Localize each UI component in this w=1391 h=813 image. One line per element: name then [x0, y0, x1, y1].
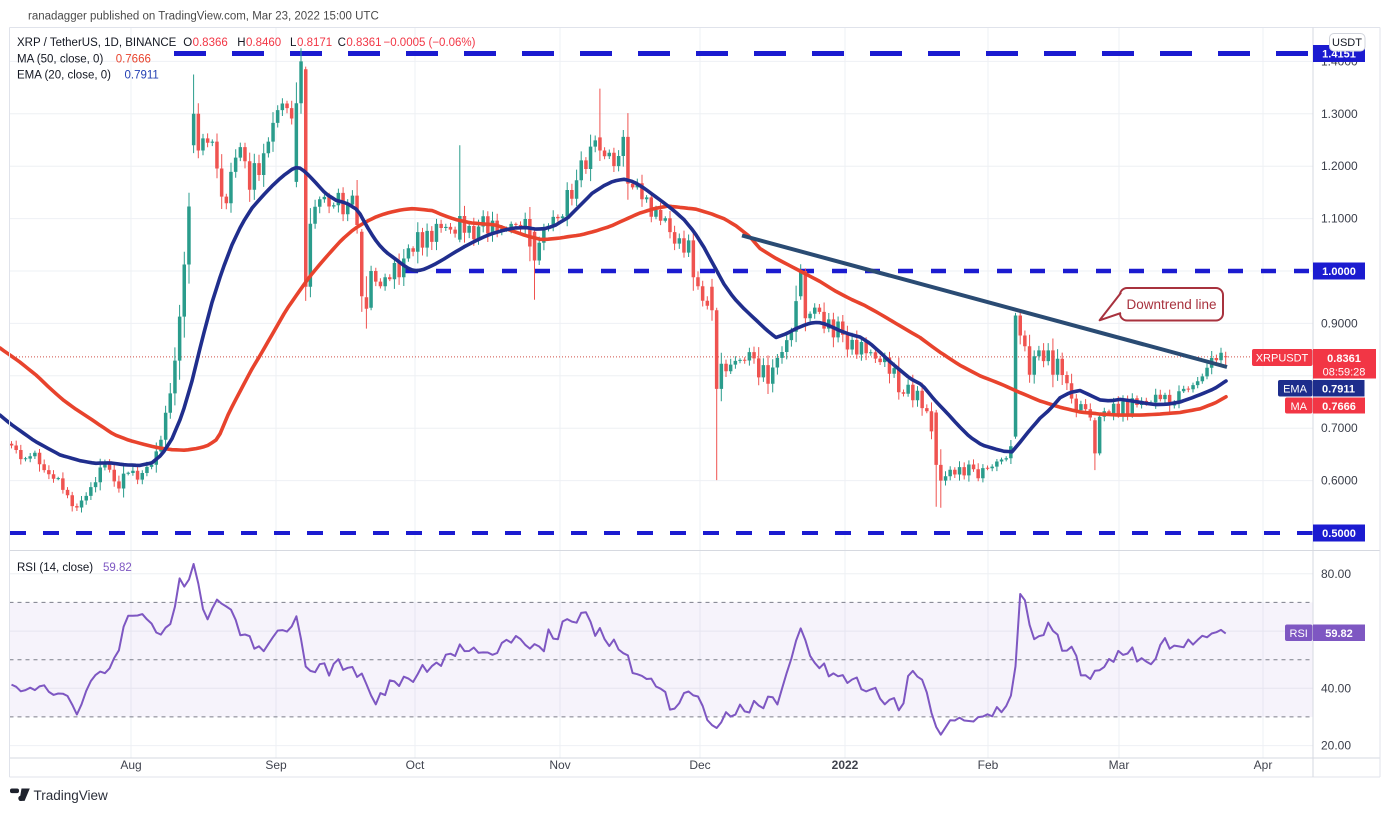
svg-text:20.00: 20.00	[1321, 739, 1351, 753]
svg-text:0.5000: 0.5000	[1322, 528, 1356, 540]
svg-text:XRPUSDT: XRPUSDT	[1256, 353, 1309, 365]
svg-text:40.00: 40.00	[1321, 681, 1351, 695]
svg-text:1.3000: 1.3000	[1321, 107, 1358, 121]
svg-text:0.6000: 0.6000	[1321, 474, 1358, 488]
svg-text:0.8460: 0.8460	[246, 37, 281, 49]
svg-text:Dec: Dec	[689, 758, 710, 772]
svg-text:1.2000: 1.2000	[1321, 159, 1358, 173]
svg-text:0.7000: 0.7000	[1321, 421, 1358, 435]
svg-text:Nov: Nov	[549, 758, 570, 772]
svg-text:MA (50, close, 0): MA (50, close, 0)	[17, 54, 103, 66]
svg-text:0.9000: 0.9000	[1321, 316, 1358, 330]
svg-text:EMA: EMA	[1283, 384, 1308, 396]
svg-text:0.7911: 0.7911	[1322, 384, 1355, 396]
svg-text:ranadagger published on Tradin: ranadagger published on TradingView.com,…	[28, 11, 379, 23]
svg-text:0.8366: 0.8366	[193, 37, 228, 49]
svg-text:MA: MA	[1290, 401, 1307, 413]
svg-text:Aug: Aug	[120, 758, 141, 772]
svg-text:XRP / TetherUS, 1D, BINANCE: XRP / TetherUS, 1D, BINANCE	[17, 37, 177, 49]
svg-text:RSI: RSI	[1290, 628, 1308, 640]
svg-text:80.00: 80.00	[1321, 567, 1351, 581]
svg-text:RSI (14, close): RSI (14, close)	[17, 562, 93, 574]
svg-text:Mar: Mar	[1109, 758, 1130, 772]
svg-text:Feb: Feb	[978, 758, 999, 772]
svg-text:Downtrend line: Downtrend line	[1126, 297, 1216, 312]
svg-text:0.7666: 0.7666	[116, 54, 151, 66]
svg-text:−0.0005: −0.0005	[384, 37, 426, 49]
svg-text:08:59:28: 08:59:28	[1323, 367, 1366, 379]
svg-text:59.82: 59.82	[1325, 628, 1353, 640]
svg-text:0.7911: 0.7911	[125, 70, 159, 82]
svg-text:Sep: Sep	[265, 758, 287, 772]
svg-text:C: C	[338, 37, 346, 49]
svg-text:0.8361: 0.8361	[1327, 353, 1361, 365]
svg-text:EMA (20, close, 0): EMA (20, close, 0)	[17, 70, 111, 82]
svg-text:TradingView: TradingView	[34, 788, 109, 803]
svg-text:O: O	[183, 37, 192, 49]
svg-text:(−0.06%): (−0.06%)	[429, 37, 476, 49]
svg-text:1.1000: 1.1000	[1321, 212, 1358, 226]
svg-text:0.7666: 0.7666	[1322, 401, 1356, 413]
svg-text:H: H	[237, 37, 245, 49]
svg-text:L: L	[290, 37, 297, 49]
svg-text:2022: 2022	[832, 758, 859, 772]
svg-text:59.82: 59.82	[103, 562, 132, 574]
svg-text:0.8171: 0.8171	[297, 37, 332, 49]
svg-text:Apr: Apr	[1254, 758, 1273, 772]
svg-text:USDT: USDT	[1332, 37, 1362, 49]
svg-text:0.8361: 0.8361	[346, 37, 381, 49]
svg-text:Oct: Oct	[406, 758, 425, 772]
svg-text:1.0000: 1.0000	[1322, 266, 1356, 278]
